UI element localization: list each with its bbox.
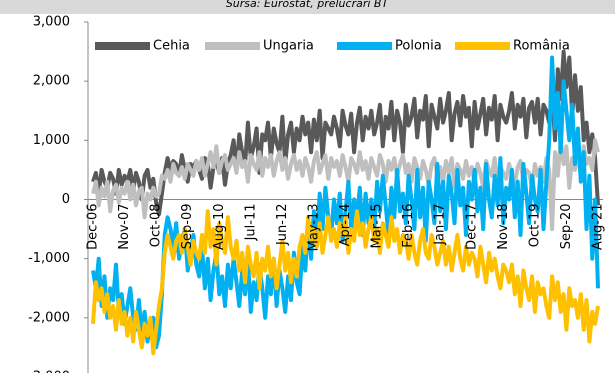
y-tick-label: 2,000 [33,74,70,89]
x-tick-label: Oct-19 [527,204,542,248]
x-tick-label: Feb-16 [401,204,416,248]
y-tick-label: -3,000 [28,370,70,373]
y-tick-label: 3,000 [33,15,70,30]
x-tick-label: Dec-17 [464,204,479,250]
legend-label: Cehia [153,39,190,54]
x-tick-label: Oct-08 [149,204,164,248]
x-tick-label: May-13 [306,204,321,252]
y-tick-label: 1,000 [33,133,70,148]
source-band [0,0,615,14]
source-note: Sursa: Eurostat, prelucrari BT [226,0,390,10]
x-tick-label: Aug-21 [591,204,606,251]
legend-swatch [95,42,150,50]
y-tick-label: 0 [62,192,70,207]
x-tick-label: Dec-06 [86,204,101,250]
legend-label: România [513,39,570,54]
legend-swatch [337,42,392,50]
x-tick-label: Nov-07 [117,204,132,250]
x-tick-label: Aug-10 [212,204,227,251]
x-tick-label: Mar-15 [370,204,385,249]
x-tick-label: Jun-12 [275,204,290,247]
series-line [91,49,600,217]
series-line [91,209,600,356]
x-tick-label: Apr-14 [338,204,353,247]
legend-label: Ungaria [263,39,314,54]
legend-swatch [205,42,260,50]
x-tick-label: Jul-11 [243,204,258,242]
legend-label: Polonia [395,39,442,54]
y-tick-label: -2,000 [28,310,70,325]
x-tick-label: Sep-20 [559,204,574,250]
x-tick-label: Jan-17 [433,204,448,246]
legend-swatch [455,42,510,50]
x-tick-label: Nov-18 [496,204,511,250]
x-tick-label: Sep-09 [180,204,195,250]
y-tick-label: -1,000 [28,251,70,266]
